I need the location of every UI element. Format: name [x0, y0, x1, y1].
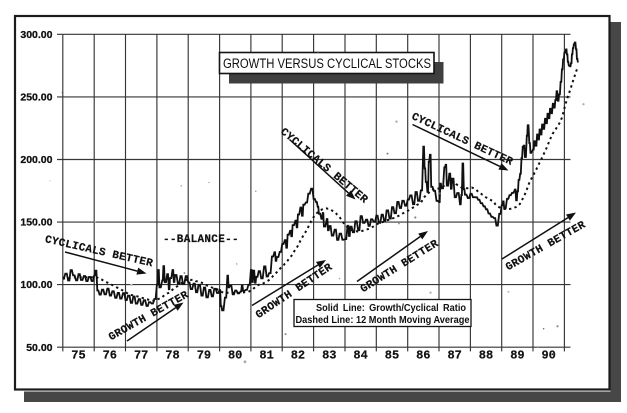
svg-text:87: 87	[447, 349, 461, 363]
svg-text:82: 82	[291, 349, 305, 363]
svg-text:Dashed Line: 12 Month Moving A: Dashed Line: 12 Month Moving Average	[296, 315, 470, 326]
svg-text:150.00: 150.00	[20, 217, 52, 229]
svg-text:75: 75	[71, 349, 85, 363]
svg-text:81: 81	[259, 349, 273, 363]
svg-text:GROWTH VERSUS CYCLICAL STOCKS: GROWTH VERSUS CYCLICAL STOCKS	[223, 56, 431, 71]
svg-text:300.00: 300.00	[20, 29, 52, 41]
svg-text:86: 86	[416, 349, 430, 363]
svg-text:83: 83	[322, 349, 336, 363]
svg-text:79: 79	[197, 349, 211, 363]
svg-text:50.00: 50.00	[26, 342, 52, 354]
svg-text:77: 77	[134, 349, 148, 363]
svg-text:Solid Line: Growth/Cyclical Ra: Solid Line: Growth/Cyclical Ratio	[316, 303, 466, 314]
svg-text:78: 78	[165, 349, 179, 363]
svg-text:76: 76	[103, 349, 117, 363]
svg-text:84: 84	[353, 349, 367, 363]
svg-text:88: 88	[479, 349, 493, 363]
svg-text:85: 85	[385, 349, 399, 363]
svg-text:250.00: 250.00	[20, 92, 52, 104]
svg-text:--BALANCE--: --BALANCE--	[163, 234, 239, 246]
svg-text:89: 89	[510, 349, 524, 363]
svg-text:90: 90	[541, 349, 555, 363]
svg-text:100.00: 100.00	[20, 279, 52, 291]
svg-text:200.00: 200.00	[20, 154, 52, 166]
svg-text:80: 80	[228, 349, 242, 363]
